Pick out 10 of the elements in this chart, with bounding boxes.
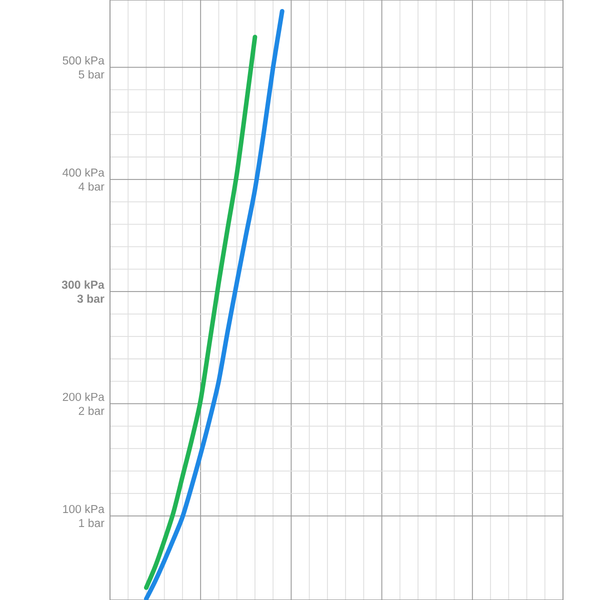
y-tick-label: 300 kPa	[62, 280, 104, 289]
y-tick-label: 400 kPa	[62, 168, 104, 177]
y2-tick-label: 1 bar	[79, 518, 104, 528]
y-tick-label: 100 kPa	[63, 504, 104, 514]
y-tick-label: 500 kPa	[62, 56, 104, 64]
y-tick-label: 200 kPa	[62, 392, 104, 401]
y2-tick-label: 4 bar	[78, 182, 104, 191]
y2-tick-label: 5 bar	[78, 70, 104, 78]
y2-tick-label: 3 bar	[77, 294, 104, 303]
y2-tick-label: 2 bar	[78, 406, 104, 415]
